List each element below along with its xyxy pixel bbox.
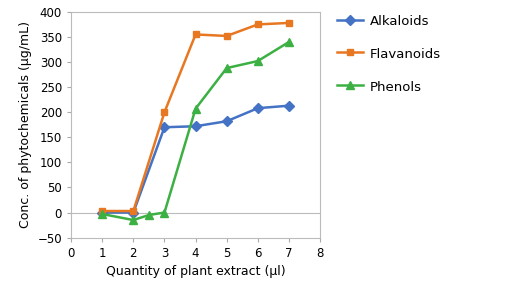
- Alkaloids: [224, 119, 230, 123]
- Phenols: [224, 66, 230, 70]
- Phenols: [146, 213, 152, 217]
- Y-axis label: Conc. of phytochemicals (µg/mL): Conc. of phytochemicals (µg/mL): [19, 21, 32, 228]
- Phenols: [99, 212, 105, 216]
- Alkaloids: [162, 125, 168, 129]
- Flavanoids: [131, 209, 137, 213]
- Legend: Alkaloids, Flavanoids, Phenols: Alkaloids, Flavanoids, Phenols: [337, 14, 441, 94]
- Alkaloids: [193, 124, 199, 128]
- X-axis label: Quantity of plant extract (µl): Quantity of plant extract (µl): [106, 265, 285, 278]
- Flavanoids: [193, 33, 199, 36]
- Flavanoids: [255, 23, 261, 26]
- Flavanoids: [286, 21, 292, 25]
- Flavanoids: [224, 34, 230, 38]
- Flavanoids: [162, 110, 168, 114]
- Phenols: [193, 107, 199, 110]
- Flavanoids: [99, 209, 105, 213]
- Line: Flavanoids: Flavanoids: [99, 19, 293, 214]
- Line: Phenols: Phenols: [99, 38, 293, 224]
- Alkaloids: [99, 211, 105, 214]
- Phenols: [255, 59, 261, 63]
- Phenols: [131, 218, 137, 222]
- Phenols: [162, 211, 168, 214]
- Alkaloids: [286, 104, 292, 108]
- Line: Alkaloids: Alkaloids: [99, 102, 293, 216]
- Alkaloids: [255, 106, 261, 110]
- Phenols: [286, 40, 292, 44]
- Alkaloids: [131, 211, 137, 214]
